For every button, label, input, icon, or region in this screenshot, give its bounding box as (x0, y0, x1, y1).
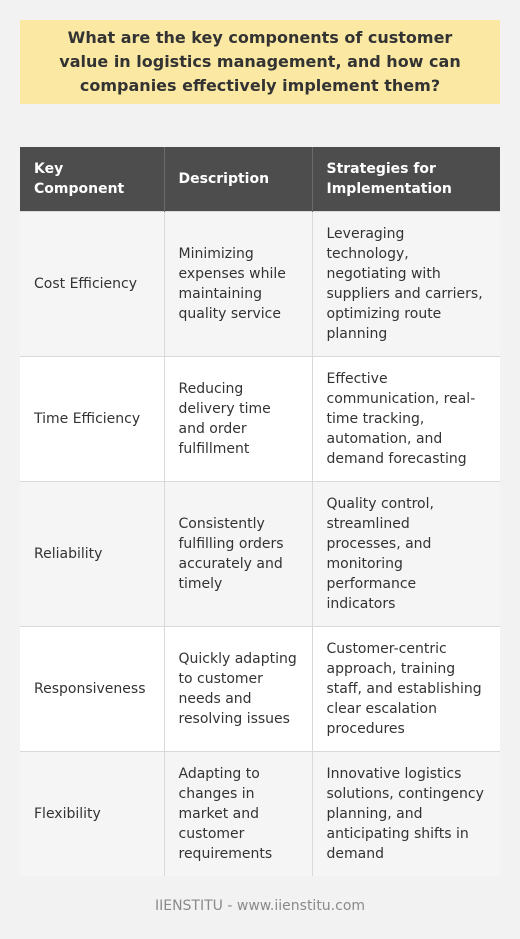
cell-component: Cost Efficiency (20, 211, 165, 357)
cell-component: Reliability (20, 481, 165, 627)
table-header-row: Key Component Description Strategies for… (20, 147, 500, 212)
cell-strategies: Quality control, streamlined processes, … (312, 481, 500, 627)
cell-component: Time Efficiency (20, 356, 165, 482)
footer-credit: IIENSTITU - www.iienstitu.com (154, 898, 366, 914)
cell-component: Flexibility (20, 751, 165, 876)
header-description: Description (164, 147, 313, 212)
components-table: Key Component Description Strategies for… (20, 147, 500, 876)
cell-strategies: Effective communication, real-time track… (312, 356, 500, 482)
cell-description: Quickly adapting to customer needs and r… (164, 626, 313, 752)
cell-description: Reducing delivery time and order fulfill… (164, 356, 313, 482)
table-row: Reliability Consistently fulfilling orde… (20, 481, 500, 627)
cell-strategies: Customer-centric approach, training staf… (312, 626, 500, 752)
table-row: Flexibility Adapting to changes in marke… (20, 751, 500, 876)
table-row: Cost Efficiency Minimizing expenses whil… (20, 211, 500, 357)
cell-component: Responsiveness (20, 626, 165, 752)
cell-description: Adapting to changes in market and custom… (164, 751, 313, 876)
table-row: Time Efficiency Reducing delivery time a… (20, 356, 500, 482)
title-banner: What are the key components of customer … (20, 20, 500, 104)
header-key-component: Key Component (20, 147, 165, 212)
table-row: Responsiveness Quickly adapting to custo… (20, 626, 500, 752)
page-title: What are the key components of customer … (59, 28, 461, 95)
cell-strategies: Innovative logistics solutions, continge… (312, 751, 500, 876)
header-strategies: Strategies for Implementation (312, 147, 500, 212)
cell-description: Minimizing expenses while maintaining qu… (164, 211, 313, 357)
cell-strategies: Leveraging technology, negotiating with … (312, 211, 500, 357)
cell-description: Consistently fulfilling orders accuratel… (164, 481, 313, 627)
